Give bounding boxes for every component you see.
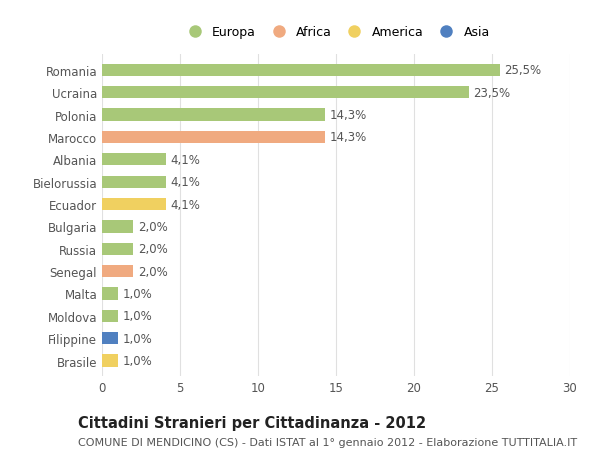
Text: 25,5%: 25,5% [505,64,542,77]
Bar [102,332,118,345]
Text: 1,0%: 1,0% [122,310,152,323]
Text: 2,0%: 2,0% [138,243,167,256]
Bar [102,243,133,255]
Text: 4,1%: 4,1% [170,176,200,189]
Bar [102,221,133,233]
Bar [102,355,118,367]
Text: 4,1%: 4,1% [170,198,200,211]
Text: 23,5%: 23,5% [473,87,511,100]
Text: 1,0%: 1,0% [122,287,152,300]
Text: 14,3%: 14,3% [330,109,367,122]
Bar [102,131,325,144]
Bar [102,109,325,122]
Text: COMUNE DI MENDICINO (CS) - Dati ISTAT al 1° gennaio 2012 - Elaborazione TUTTITAL: COMUNE DI MENDICINO (CS) - Dati ISTAT al… [78,437,577,447]
Text: 1,0%: 1,0% [122,354,152,367]
Text: 2,0%: 2,0% [138,265,167,278]
Text: Cittadini Stranieri per Cittadinanza - 2012: Cittadini Stranieri per Cittadinanza - 2… [78,415,426,431]
Bar [102,87,469,99]
Bar [102,154,166,166]
Legend: Europa, Africa, America, Asia: Europa, Africa, America, Asia [182,26,490,39]
Bar [102,198,166,211]
Bar [102,65,500,77]
Text: 4,1%: 4,1% [170,153,200,167]
Text: 1,0%: 1,0% [122,332,152,345]
Text: 2,0%: 2,0% [138,220,167,233]
Bar [102,288,118,300]
Text: 14,3%: 14,3% [330,131,367,144]
Bar [102,176,166,188]
Bar [102,310,118,322]
Bar [102,265,133,278]
